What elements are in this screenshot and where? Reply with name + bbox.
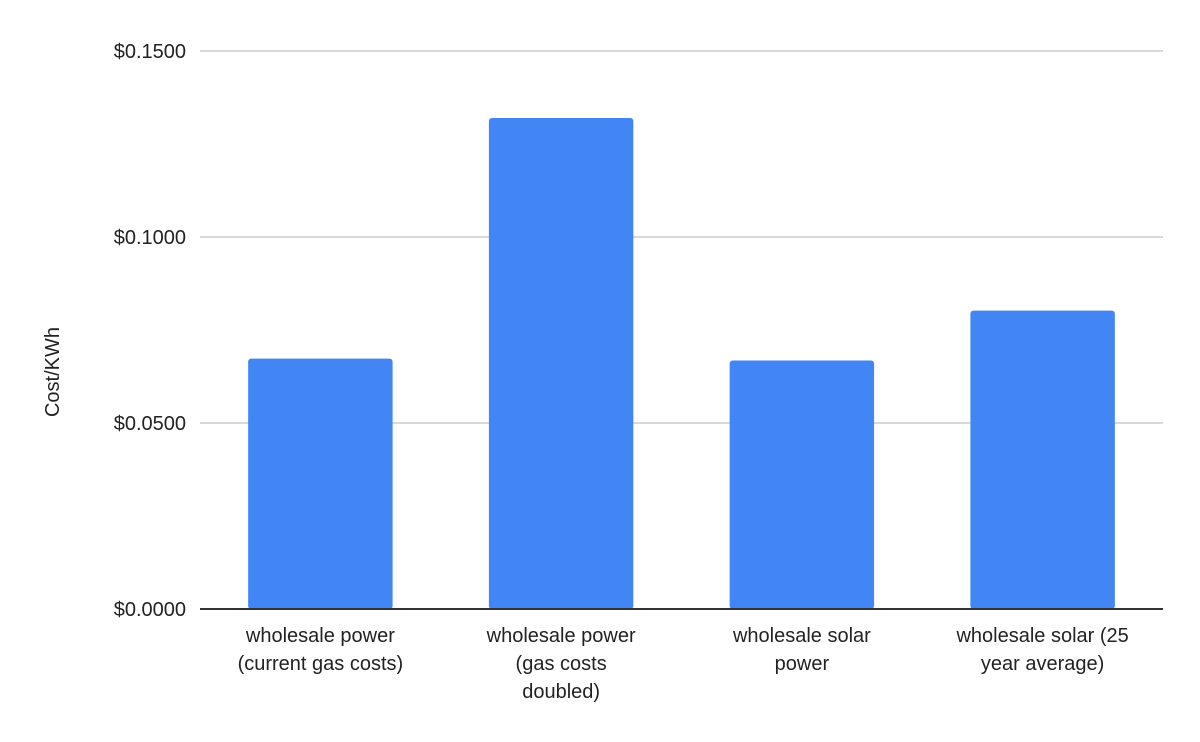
y-tick-label: $0.1500 bbox=[114, 41, 186, 63]
x-category-label-line: (current gas costs) bbox=[238, 653, 404, 675]
x-category-label-line: wholesale solar bbox=[732, 625, 871, 647]
x-category-label-line: doubled) bbox=[522, 681, 600, 703]
y-tick-label: $0.0000 bbox=[114, 599, 186, 621]
x-category-label: wholesale power (gas costs doubled) bbox=[486, 625, 636, 703]
bar bbox=[729, 360, 875, 609]
x-category-label-line: wholesale solar (25 bbox=[955, 625, 1128, 647]
x-category-label-line: year average) bbox=[981, 653, 1104, 675]
bars bbox=[248, 117, 1115, 610]
bar bbox=[248, 358, 393, 609]
x-category-label: wholesale solar (25 year average) bbox=[955, 625, 1128, 675]
y-tick-label: $0.0500 bbox=[114, 413, 186, 435]
y-axis-ticks: $0.0000 $0.0500 $0.1000 $0.1500 bbox=[114, 41, 186, 621]
x-axis-categories: wholesale power (current gas costs)wholes… bbox=[238, 625, 1129, 703]
y-tick-label: $0.1000 bbox=[114, 227, 186, 249]
x-category-label-line: (gas costs bbox=[516, 653, 607, 675]
x-category-label-line: wholesale power bbox=[245, 625, 395, 647]
x-category-label: wholesale solar power bbox=[732, 625, 871, 675]
bar bbox=[970, 310, 1115, 609]
x-category-label-line: power bbox=[775, 653, 830, 675]
x-category-label-line: wholesale power bbox=[486, 625, 636, 647]
x-category-label: wholesale power (current gas costs) bbox=[238, 625, 404, 675]
y-axis-title: Cost/KWh bbox=[42, 327, 64, 417]
bar bbox=[488, 117, 634, 610]
